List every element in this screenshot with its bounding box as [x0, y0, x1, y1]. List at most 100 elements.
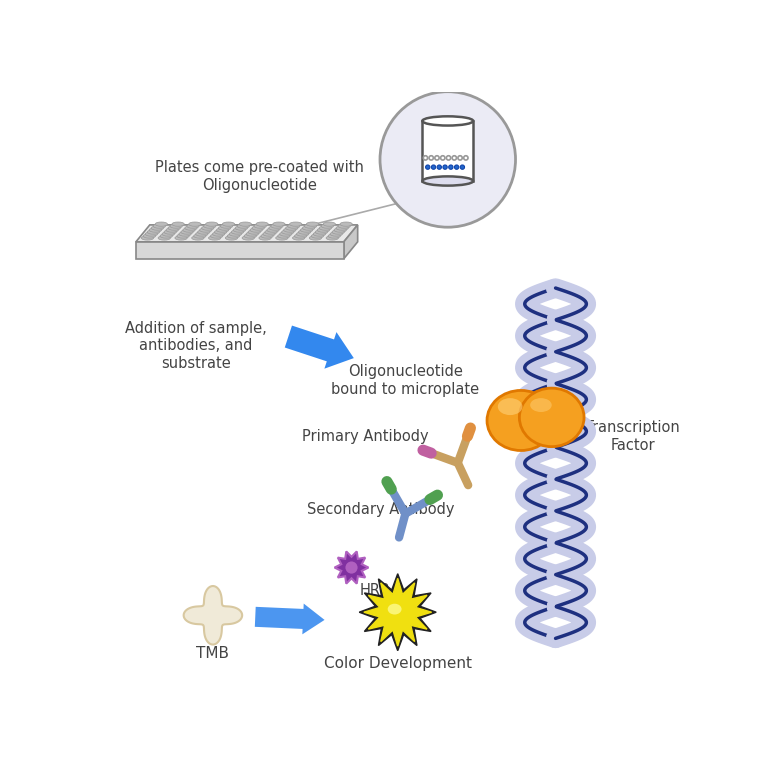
Ellipse shape [145, 232, 157, 236]
Ellipse shape [248, 230, 261, 234]
Ellipse shape [194, 234, 206, 238]
Ellipse shape [293, 236, 305, 240]
Ellipse shape [183, 228, 195, 232]
Ellipse shape [487, 390, 555, 451]
Ellipse shape [303, 226, 315, 230]
Ellipse shape [177, 234, 189, 238]
Ellipse shape [170, 224, 183, 228]
Text: TMB: TMB [196, 646, 229, 662]
Ellipse shape [203, 224, 216, 228]
Ellipse shape [277, 234, 290, 238]
Ellipse shape [290, 222, 302, 226]
Ellipse shape [340, 222, 352, 226]
Ellipse shape [309, 236, 322, 240]
Ellipse shape [338, 224, 351, 228]
Ellipse shape [280, 232, 292, 236]
Ellipse shape [530, 398, 552, 412]
Ellipse shape [283, 228, 296, 232]
Ellipse shape [215, 230, 227, 234]
Ellipse shape [246, 232, 258, 236]
Circle shape [443, 165, 447, 170]
Ellipse shape [321, 224, 334, 228]
Ellipse shape [225, 236, 238, 240]
Ellipse shape [250, 228, 262, 232]
Circle shape [345, 561, 358, 575]
Ellipse shape [387, 604, 402, 614]
Ellipse shape [222, 222, 235, 226]
Ellipse shape [155, 222, 167, 226]
Ellipse shape [267, 228, 279, 232]
Circle shape [380, 92, 516, 227]
Ellipse shape [299, 230, 311, 234]
Ellipse shape [158, 236, 170, 240]
Text: Color Development: Color Development [324, 656, 471, 671]
Ellipse shape [254, 224, 267, 228]
Ellipse shape [311, 234, 324, 238]
Ellipse shape [256, 222, 268, 226]
Polygon shape [136, 225, 358, 242]
Ellipse shape [422, 176, 473, 186]
Ellipse shape [316, 230, 328, 234]
Ellipse shape [210, 234, 223, 238]
Ellipse shape [202, 226, 214, 230]
Ellipse shape [336, 226, 348, 230]
Polygon shape [364, 578, 432, 646]
Ellipse shape [216, 228, 228, 232]
Ellipse shape [244, 234, 257, 238]
Ellipse shape [147, 230, 160, 234]
Ellipse shape [144, 234, 156, 238]
Ellipse shape [172, 222, 184, 226]
Polygon shape [344, 225, 358, 259]
Ellipse shape [422, 116, 473, 125]
Ellipse shape [153, 224, 166, 228]
Circle shape [460, 165, 465, 170]
Ellipse shape [186, 224, 199, 228]
Ellipse shape [287, 224, 300, 228]
Ellipse shape [286, 226, 298, 230]
Text: Plates come pre-coated with
Oligonucleotide: Plates come pre-coated with Oligonucleot… [154, 160, 364, 193]
Circle shape [455, 165, 458, 170]
Ellipse shape [185, 226, 197, 230]
Ellipse shape [233, 228, 245, 232]
Ellipse shape [231, 230, 244, 234]
Ellipse shape [242, 236, 254, 240]
Ellipse shape [259, 236, 271, 240]
Ellipse shape [198, 230, 210, 234]
FancyArrow shape [285, 325, 354, 369]
FancyArrow shape [255, 604, 325, 634]
Ellipse shape [151, 226, 163, 230]
Text: HRP: HRP [360, 583, 390, 598]
Ellipse shape [196, 232, 208, 236]
Ellipse shape [296, 232, 309, 236]
Ellipse shape [252, 226, 264, 230]
Text: Transcription
Factor: Transcription Factor [585, 420, 680, 453]
Ellipse shape [319, 226, 332, 230]
Ellipse shape [306, 222, 319, 226]
Ellipse shape [317, 228, 329, 232]
FancyBboxPatch shape [422, 121, 473, 181]
Ellipse shape [209, 236, 221, 240]
Text: Secondary Antibody: Secondary Antibody [307, 501, 455, 516]
Circle shape [448, 165, 453, 170]
Polygon shape [136, 242, 344, 259]
Ellipse shape [237, 224, 250, 228]
Ellipse shape [199, 228, 212, 232]
Text: Oligonucleotide
bound to microplate: Oligonucleotide bound to microplate [332, 364, 480, 397]
Polygon shape [359, 574, 436, 651]
Text: Primary Antibody: Primary Antibody [302, 429, 429, 444]
Ellipse shape [168, 226, 180, 230]
Ellipse shape [164, 230, 176, 234]
Circle shape [426, 165, 430, 170]
Ellipse shape [181, 230, 193, 234]
Ellipse shape [269, 226, 281, 230]
Ellipse shape [270, 224, 283, 228]
Ellipse shape [323, 222, 335, 226]
Ellipse shape [160, 234, 173, 238]
Ellipse shape [498, 398, 523, 415]
Ellipse shape [265, 230, 277, 234]
Ellipse shape [162, 232, 174, 236]
Ellipse shape [149, 228, 161, 232]
Ellipse shape [520, 388, 584, 447]
Polygon shape [183, 586, 242, 645]
Circle shape [432, 165, 435, 170]
